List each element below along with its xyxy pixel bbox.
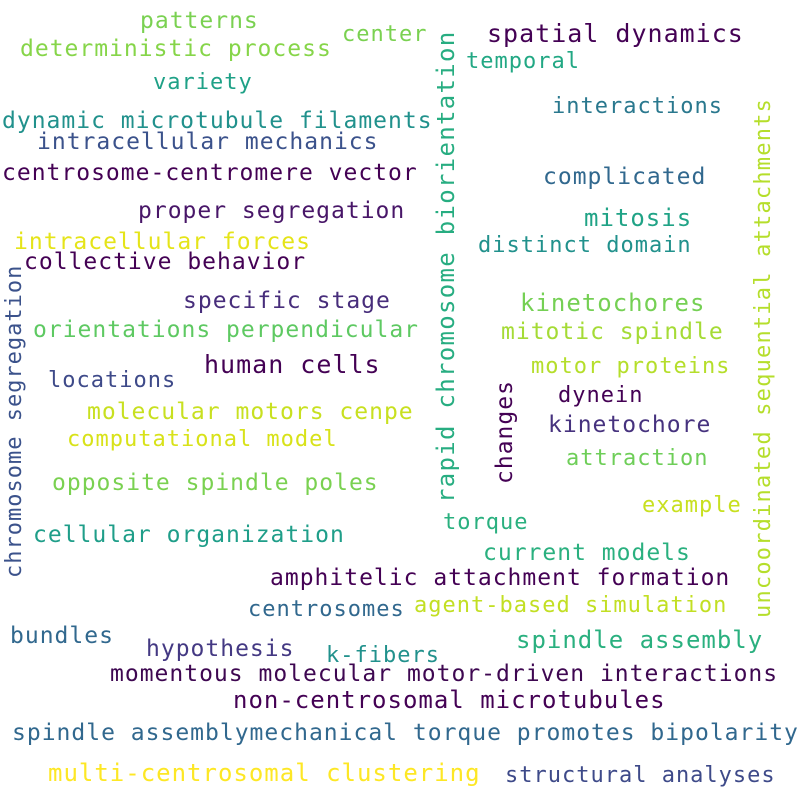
word-distinct-domain: distinct domain	[478, 233, 692, 258]
word-motor-proteins: motor proteins	[531, 354, 731, 379]
word-dynein: dynein	[558, 383, 644, 408]
word-specific-stage: specific stage	[183, 288, 391, 314]
word-structural-analyses: structural analyses	[505, 763, 776, 788]
word-mitotic-spindle: mitotic spindle	[501, 319, 724, 345]
word-changes: changes	[492, 380, 518, 484]
word-computational-model: computational model	[67, 427, 338, 452]
word-bundles: bundles	[10, 623, 114, 649]
word-torque: torque	[443, 510, 529, 535]
word-spindle-assemblymechanical-torque: spindle assemblymechanical torque promot…	[12, 720, 799, 746]
word-chromosome-segregation: chromosome segregation	[2, 264, 27, 578]
word-kinetochores: kinetochores	[520, 289, 706, 317]
word-interactions: interactions	[552, 94, 723, 119]
word-hypothesis: hypothesis	[146, 636, 295, 662]
word-locations: locations	[48, 368, 177, 393]
word-deterministic-process: deterministic process	[20, 36, 332, 62]
word-rapid-chromosome-biorientation: rapid chromosome biorientation	[432, 30, 460, 503]
word-mitosis: mitosis	[584, 204, 693, 232]
word-centrosome-centromere-vector: centrosome-centromere vector	[2, 160, 418, 186]
word-k-fibers: k-fibers	[326, 643, 440, 668]
word-temporal: temporal	[466, 49, 580, 74]
word-non-centrosomal-microtubules: non-centrosomal microtubules	[233, 686, 666, 714]
word-example: example	[642, 493, 742, 518]
word-dynamic-microtubule-filaments: dynamic microtubule filaments	[2, 108, 433, 134]
word-variety: variety	[153, 70, 253, 95]
word-intracellular-forces: intracellular forces	[14, 229, 311, 255]
word-uncoordinated-sequential-attachments: uncoordinated sequential attachments	[751, 97, 776, 618]
word-spindle-assembly: spindle assembly	[516, 626, 764, 654]
word-momentous-molecular-motor-driven-interactions: momentous molecular motor-driven interac…	[110, 661, 779, 687]
word-amphitelic-attachment-formation: amphitelic attachment formation	[270, 565, 731, 591]
word-molecular-motors-cenpe: molecular motors cenpe	[87, 399, 414, 425]
word-intracellular-mechanics: intracellular mechanics	[37, 129, 379, 155]
word-attraction: attraction	[566, 446, 709, 471]
word-multi-centrosomal-clustering: multi-centrosomal clustering	[48, 759, 481, 787]
word-orientations-perpendicular: orientations perpendicular	[33, 317, 420, 343]
word-centrosomes: centrosomes	[248, 597, 405, 622]
word-current-models: current models	[483, 540, 691, 566]
word-agent-based-simulation: agent-based simulation	[414, 593, 728, 618]
word-human-cells: human cells	[204, 350, 381, 379]
word-cellular-organization: cellular organization	[33, 522, 345, 548]
word-patterns: patterns	[140, 8, 259, 34]
word-opposite-spindle-poles: opposite spindle poles	[52, 470, 379, 496]
word-collective-behavior: collective behavior	[24, 249, 307, 275]
word-spatial-dynamics: spatial dynamics	[487, 19, 744, 48]
word-complicated: complicated	[543, 164, 707, 190]
word-kinetochore: kinetochore	[548, 412, 712, 438]
word-proper-segregation: proper segregation	[138, 198, 406, 224]
word-center: center	[342, 22, 428, 47]
